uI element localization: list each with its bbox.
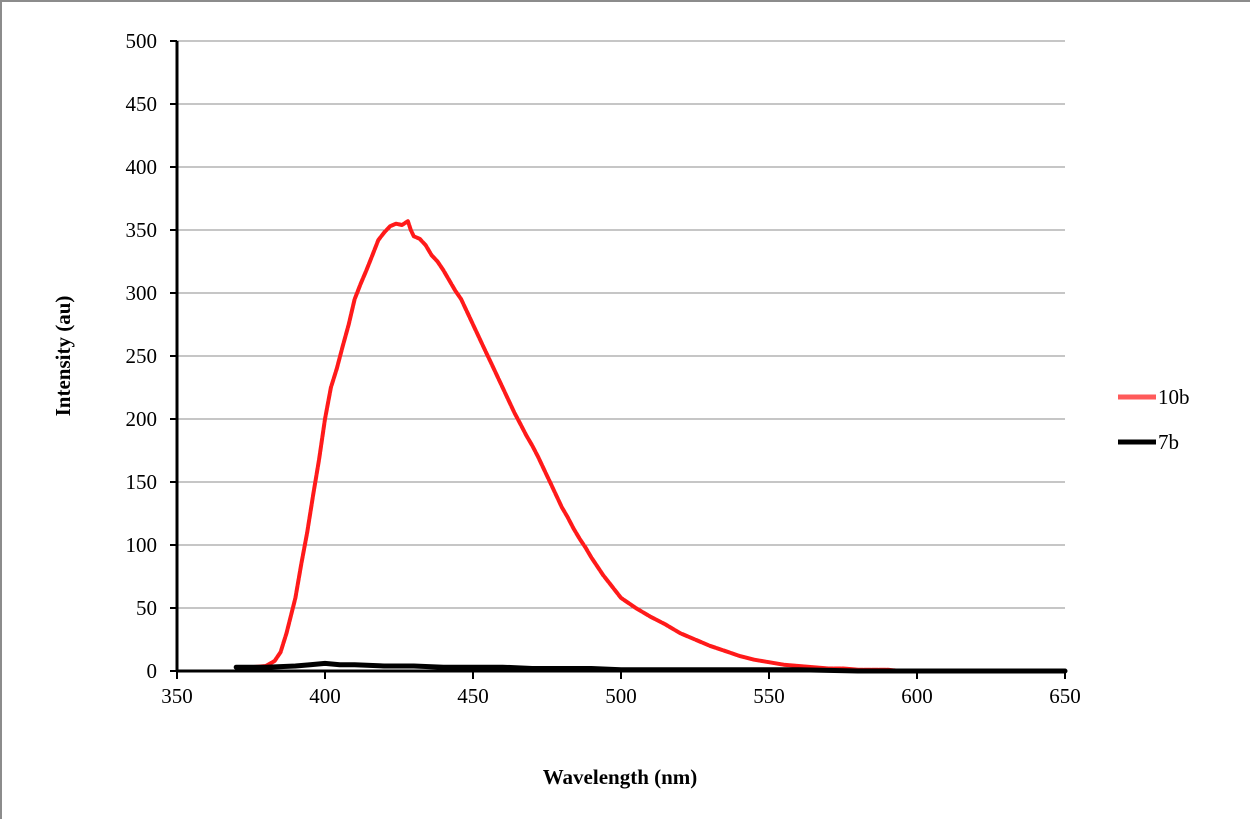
x-tick-label: 500	[605, 684, 637, 708]
y-tick-label: 250	[126, 344, 158, 368]
x-tick-label: 600	[901, 684, 933, 708]
y-tick-label: 0	[147, 659, 158, 683]
y-tick-label: 400	[126, 155, 158, 179]
x-tick-label: 650	[1049, 684, 1081, 708]
legend-label: 7b	[1158, 430, 1179, 454]
y-tick-label: 500	[126, 29, 158, 53]
y-tick-label: 450	[126, 92, 158, 116]
x-tick-label: 450	[457, 684, 489, 708]
y-tick-label: 200	[126, 407, 158, 431]
y-axis-title: Intensity (au)	[51, 296, 75, 417]
gridlines	[177, 40, 1065, 609]
x-tick-label: 350	[161, 684, 193, 708]
y-tick-label: 350	[126, 218, 158, 242]
y-tick-label: 150	[126, 470, 158, 494]
legend: 10b 7b	[1118, 385, 1190, 454]
series-line-10b	[234, 219, 1067, 673]
y-tick-label: 50	[136, 596, 157, 620]
axes	[170, 40, 1066, 679]
legend-label: 10b	[1158, 385, 1190, 409]
y-tick-label: 300	[126, 281, 158, 305]
x-axis-title: Wavelength (nm)	[543, 765, 698, 789]
y-tick-label: 100	[126, 533, 158, 557]
x-tick-label: 550	[753, 684, 785, 708]
tick-labels: 0 50 100 150 200 250 300 350 400 450 500 350 400 450 5…	[126, 29, 1081, 708]
x-tick-label: 400	[309, 684, 341, 708]
series-lines	[233, 219, 1068, 674]
